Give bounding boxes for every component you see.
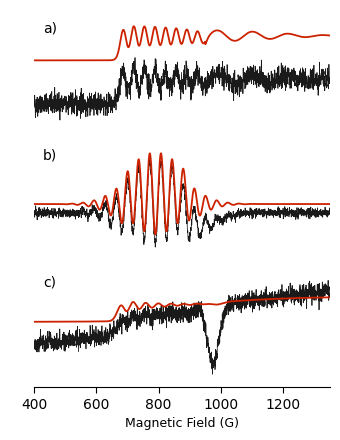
Text: a): a) bbox=[43, 22, 57, 36]
Text: b): b) bbox=[43, 149, 57, 163]
X-axis label: Magnetic Field (G): Magnetic Field (G) bbox=[125, 417, 239, 430]
Text: c): c) bbox=[43, 276, 56, 290]
